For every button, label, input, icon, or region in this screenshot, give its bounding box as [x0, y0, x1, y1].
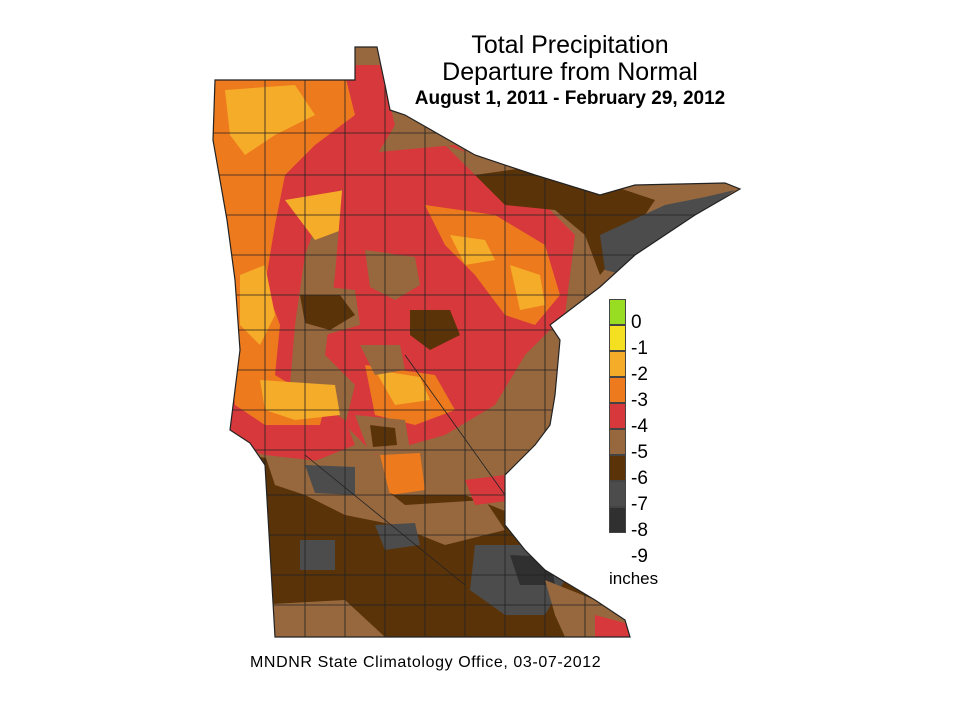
legend-swatch-4 [609, 403, 626, 429]
legend-swatch-5 [609, 429, 626, 455]
legend-swatch-2 [609, 351, 626, 377]
precipitation-map [212, 46, 741, 638]
legend-swatch-0 [609, 299, 626, 325]
legend-label: 0 [631, 312, 642, 333]
legend-swatch-1 [609, 325, 626, 351]
legend-label: -3 [631, 390, 648, 411]
legend-label: -4 [631, 416, 648, 437]
legend-swatch-6 [609, 455, 626, 481]
legend-label: -5 [631, 442, 648, 463]
map-subtitle: Departure from Normal [442, 58, 698, 86]
legend-swatch-3 [609, 377, 626, 403]
credit-line: MNDNR State Climatology Office, 03-07-20… [250, 654, 602, 671]
legend-unit: inches [609, 569, 659, 588]
legend-swatch-7 [609, 481, 626, 507]
map-title: Total Precipitation [471, 31, 669, 59]
date-range: August 1, 2011 - February 29, 2012 [414, 88, 726, 109]
legend-label: -9 [631, 546, 648, 567]
legend-label: -1 [631, 338, 648, 359]
legend: 0 -1 -2 -3 -4 -5 -6 -7 -8 -9 inches [609, 299, 699, 599]
map-panel: Total Precipitation Departure from Norma… [205, 25, 760, 680]
legend-label: -7 [631, 494, 648, 515]
legend-swatch-8 [609, 507, 626, 533]
legend-label: -6 [631, 468, 648, 489]
legend-label: -8 [631, 520, 648, 541]
legend-label: -2 [631, 364, 648, 385]
